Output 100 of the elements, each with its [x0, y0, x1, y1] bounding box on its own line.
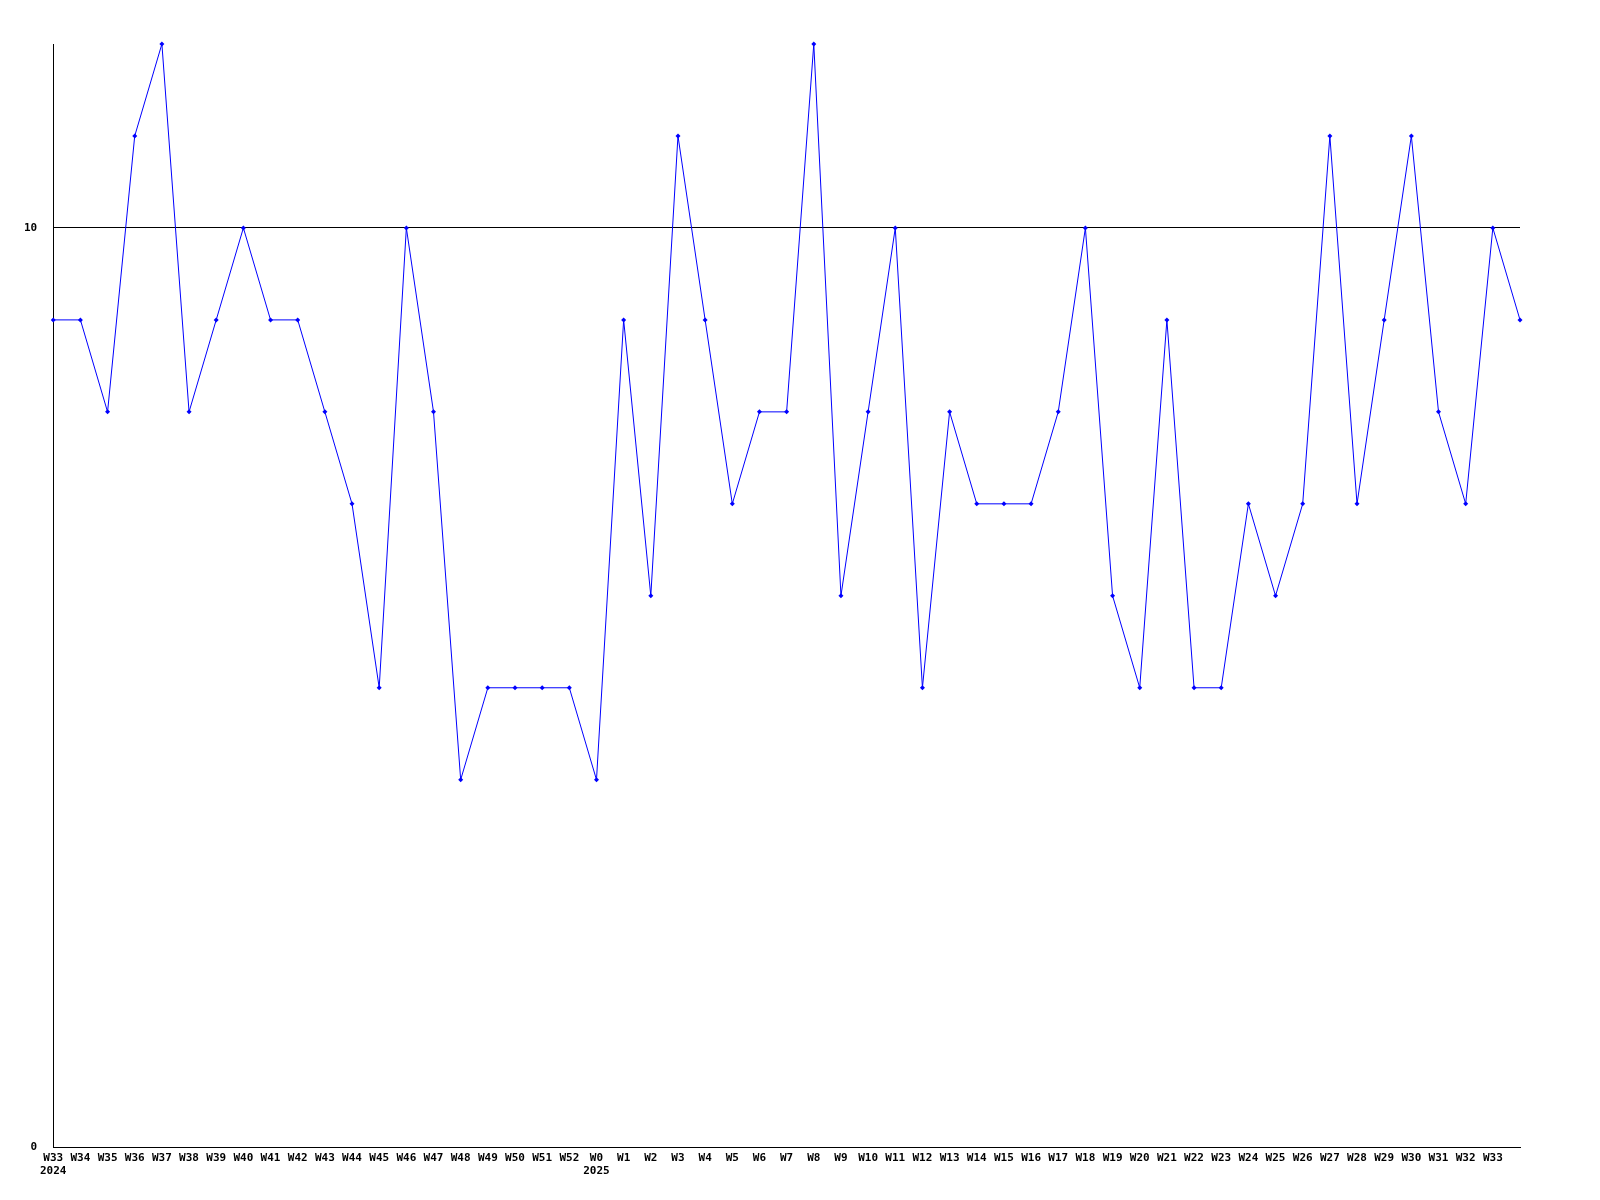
x-tick-label: W27	[1319, 1151, 1340, 1165]
point	[50, 317, 56, 323]
point	[159, 41, 165, 47]
point	[1055, 409, 1061, 415]
x-tick-label: W49	[477, 1151, 498, 1165]
x-tick-label: W29	[1374, 1151, 1395, 1165]
point	[240, 225, 246, 231]
point	[1327, 133, 1333, 139]
point	[648, 593, 654, 599]
x-tick-label: W20	[1129, 1151, 1150, 1165]
point	[1191, 685, 1197, 691]
point	[1245, 501, 1251, 507]
x-tick-label: W17	[1048, 1151, 1069, 1165]
x-tick-label: W5	[725, 1151, 739, 1165]
x-tick-label: W48	[450, 1151, 471, 1165]
x-tick-label: W33	[1482, 1151, 1503, 1165]
point	[322, 409, 328, 415]
point	[1381, 317, 1387, 323]
point	[268, 317, 274, 323]
x-tick-label: W13	[939, 1151, 960, 1165]
x-tick-label: W16	[1021, 1151, 1042, 1165]
x-tick-label: W19	[1102, 1151, 1123, 1165]
point	[376, 685, 382, 691]
point	[295, 317, 301, 323]
x-tick-label: W37	[151, 1151, 172, 1165]
point	[1001, 501, 1007, 507]
point	[621, 317, 627, 323]
point	[1408, 133, 1414, 139]
point	[702, 317, 708, 323]
point	[403, 225, 409, 231]
point	[811, 41, 817, 47]
x-tick-label: W31	[1428, 1151, 1449, 1165]
point	[539, 685, 545, 691]
x-tick-label: W21	[1156, 1151, 1178, 1165]
x-tick-label: W18	[1075, 1151, 1096, 1165]
x-tick-label: W2	[644, 1151, 658, 1165]
point	[947, 409, 953, 415]
point	[349, 501, 355, 507]
point	[974, 501, 980, 507]
x-tick-label: W46	[396, 1151, 417, 1165]
point	[1300, 501, 1306, 507]
x-tick-label: W7	[780, 1151, 794, 1165]
x-tick-label: W6	[752, 1151, 767, 1165]
x-tick-label: W33 2024	[40, 1151, 67, 1178]
x-tick-label: W51	[532, 1151, 553, 1165]
point	[213, 317, 219, 323]
point	[1354, 501, 1360, 507]
x-tick-label: W41	[260, 1151, 281, 1165]
point	[675, 133, 681, 139]
x-tick-label: W47	[423, 1151, 444, 1165]
x-tick-label: W28	[1347, 1151, 1367, 1165]
x-tick-label: W25	[1265, 1151, 1286, 1165]
y-tick-label: 0	[30, 1140, 38, 1154]
y-tick-label: 10	[24, 220, 38, 234]
point	[593, 777, 599, 783]
point	[784, 409, 790, 415]
x-tick-label: W15	[993, 1151, 1014, 1165]
point	[431, 409, 437, 415]
x-tick-label: W9	[834, 1151, 848, 1165]
point	[1517, 317, 1523, 323]
x-tick-label: W14	[966, 1151, 988, 1165]
point	[132, 133, 138, 139]
point	[892, 225, 898, 231]
x-tick-label: W52	[559, 1151, 580, 1165]
point	[838, 593, 844, 599]
point	[1164, 317, 1170, 323]
point	[1273, 593, 1279, 599]
x-tick-label: W4	[698, 1151, 713, 1165]
x-tick-label: W32	[1455, 1151, 1476, 1165]
x-tick-label: W0 2025	[583, 1151, 610, 1178]
x-tick-label: W24	[1238, 1151, 1259, 1165]
point	[865, 409, 871, 415]
point	[485, 685, 491, 691]
point	[1082, 225, 1088, 231]
x-tick-label: W30	[1401, 1151, 1422, 1165]
point	[729, 501, 735, 507]
x-tick-label: W3	[671, 1151, 685, 1165]
x-tick-label: W36	[124, 1151, 146, 1165]
x-tick-label: W35	[97, 1151, 118, 1165]
x-tick-label: W12	[912, 1151, 933, 1165]
x-tick-label: W44	[342, 1151, 363, 1165]
point	[512, 685, 518, 691]
x-tick-label: W8	[807, 1151, 821, 1165]
x-tick-label: W50	[505, 1151, 525, 1165]
x-tick-label: W38	[179, 1151, 199, 1165]
x-tick-label: W34	[70, 1151, 91, 1165]
x-tick-label: W11	[885, 1151, 906, 1165]
point	[105, 409, 111, 415]
point	[1110, 593, 1116, 599]
point	[756, 409, 762, 415]
point	[186, 409, 192, 415]
x-tick-label: W26	[1292, 1151, 1314, 1165]
x-tick-label: W40	[233, 1151, 254, 1165]
point	[458, 777, 464, 783]
x-tick-label: W45	[369, 1151, 390, 1165]
point	[566, 685, 572, 691]
x-tick-label: W10	[858, 1151, 879, 1165]
x-tick-label: W43	[314, 1151, 335, 1165]
x-tick-label: W39	[206, 1151, 227, 1165]
x-tick-label: W1	[617, 1151, 631, 1165]
